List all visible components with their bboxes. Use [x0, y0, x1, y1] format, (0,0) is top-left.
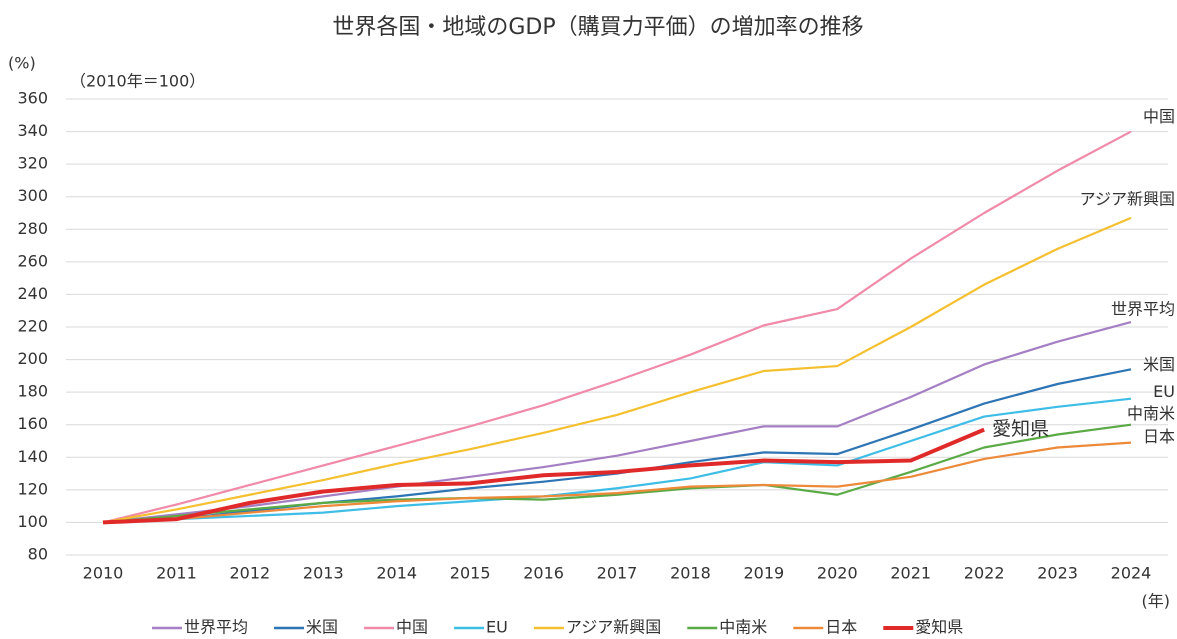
- x-tick-label: 2020: [817, 564, 858, 583]
- legend-label: 日本: [825, 618, 857, 637]
- y-tick-label: 100: [17, 512, 48, 531]
- legend-label: 世界平均: [184, 618, 248, 637]
- x-tick-label: 2012: [229, 564, 270, 583]
- y-unit: (%): [8, 54, 36, 73]
- x-unit: (年): [1142, 592, 1171, 611]
- y-tick-label: 220: [17, 317, 48, 336]
- y-tick-label: 80: [28, 545, 48, 564]
- x-tick-label: 2021: [890, 564, 931, 583]
- x-tick-label: 2019: [743, 564, 784, 583]
- series-line: [102, 423, 1132, 524]
- legend-label: 中南米: [719, 618, 767, 637]
- x-tick-label: 2023: [1037, 564, 1078, 583]
- series-line: [102, 321, 1132, 524]
- legend-label: 中国: [396, 618, 428, 637]
- x-tick-label: 2022: [964, 564, 1005, 583]
- x-tick-label: 2017: [597, 564, 638, 583]
- series-end-label: 中南米: [1127, 404, 1175, 423]
- x-tick-label: 2014: [376, 564, 417, 583]
- legend-label: 米国: [306, 618, 338, 637]
- x-tick-label: 2010: [83, 564, 124, 583]
- series-end-label: 世界平均: [1111, 300, 1175, 319]
- series-line: [102, 441, 1132, 524]
- y-tick-label: 200: [17, 349, 48, 368]
- y-tick-label: 300: [17, 186, 48, 205]
- y-tick-label: 240: [17, 284, 48, 303]
- series-end-label: 米国: [1143, 355, 1175, 374]
- chart-title: 世界各国・地域のGDP（購買力平価）の増加率の推移: [332, 15, 863, 40]
- legend-label: 愛知県: [915, 618, 963, 637]
- x-tick-label: 2016: [523, 564, 564, 583]
- y-tick-label: 140: [17, 447, 48, 466]
- x-tick-label: 2013: [303, 564, 344, 583]
- x-tick-label: 2024: [1111, 564, 1152, 583]
- y-tick-label: 180: [17, 382, 48, 401]
- y-tick-label: 280: [17, 219, 48, 238]
- legend-label: アジア新興国: [566, 618, 661, 637]
- y-tick-label: 120: [17, 479, 48, 498]
- series-end-label: アジア新興国: [1080, 189, 1175, 208]
- note: （2010年＝100）: [70, 72, 205, 91]
- series-end-label: 日本: [1143, 427, 1175, 446]
- x-tick-label: 2011: [156, 564, 197, 583]
- series-line: [102, 397, 1132, 524]
- y-tick-label: 160: [17, 414, 48, 433]
- series-end-label: EU: [1153, 382, 1175, 401]
- series-line: [102, 130, 1132, 524]
- series-line: [102, 427, 985, 525]
- x-tick-label: 2015: [450, 564, 491, 583]
- series-end-label: 愛知県: [992, 418, 1049, 440]
- y-tick-label: 340: [17, 121, 48, 140]
- legend-label: EU: [486, 618, 508, 637]
- series-line: [102, 216, 1132, 524]
- y-tick-label: 360: [17, 89, 48, 108]
- y-tick-label: 260: [17, 251, 48, 270]
- x-tick-label: 2018: [670, 564, 711, 583]
- series-end-label: 中国: [1143, 107, 1175, 126]
- y-tick-label: 320: [17, 154, 48, 173]
